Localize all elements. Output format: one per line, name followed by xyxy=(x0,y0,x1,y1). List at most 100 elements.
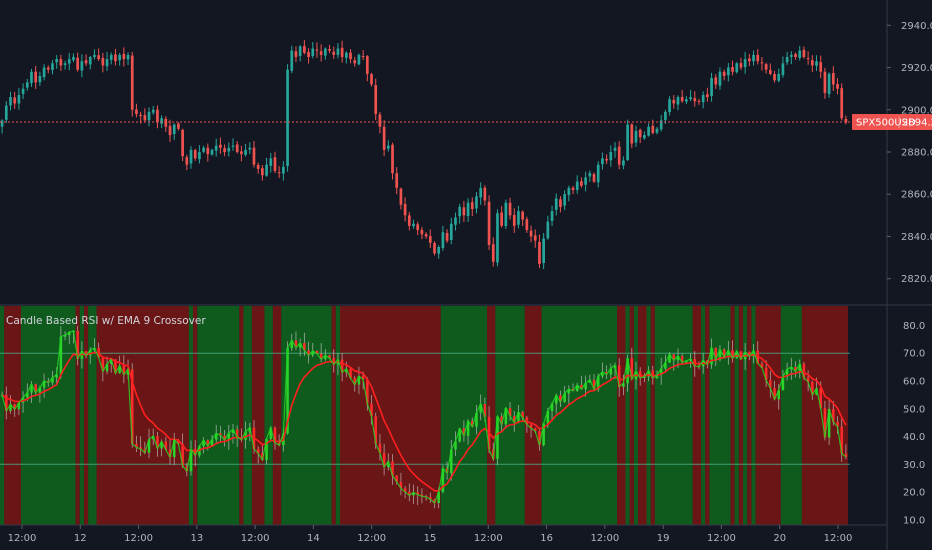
bearish-zone xyxy=(692,306,702,525)
rsi-down-candle xyxy=(429,496,432,500)
rsi-up-candle xyxy=(584,382,587,390)
bullish-candle xyxy=(109,54,113,60)
bearish-candle xyxy=(391,144,394,174)
bullish-zone xyxy=(780,306,802,525)
rsi-down-candle xyxy=(408,491,411,496)
bearish-candle xyxy=(135,109,138,114)
rsi-up-candle xyxy=(588,379,592,383)
rsi-down-candle xyxy=(395,475,398,482)
bearish-candle xyxy=(680,96,684,102)
rsi-up-candle xyxy=(412,492,415,496)
rsi-down-candle xyxy=(760,363,764,368)
rsi-indicator-title: Candle Based RSI w/ EMA 9 Crossover xyxy=(6,315,206,327)
bearish-zone xyxy=(331,306,336,525)
bearish-candle xyxy=(508,202,512,216)
rsi-down-candle xyxy=(181,443,184,466)
bullish-zone xyxy=(335,306,341,525)
bearish-candle xyxy=(349,52,352,60)
bearish-candle xyxy=(748,58,751,62)
rsi-up-candle xyxy=(475,412,478,427)
bearish-candle xyxy=(739,63,743,68)
rsi-up-candle xyxy=(542,423,545,446)
rsi-down-candle xyxy=(731,350,734,359)
bullish-candle xyxy=(118,54,121,61)
rsi-down-candle xyxy=(508,408,512,417)
rsi-down-candle xyxy=(617,365,621,387)
bullish-candle xyxy=(17,95,21,104)
bearish-candle xyxy=(445,232,449,241)
price-tick-label: 2860.0 xyxy=(901,190,932,201)
bullish-candle xyxy=(710,78,713,96)
bullish-candle xyxy=(601,158,604,165)
bearish-candle xyxy=(361,56,365,58)
bearish-candle xyxy=(122,53,126,60)
rsi-up-candle xyxy=(668,354,671,363)
rsi-down-candle xyxy=(794,366,797,372)
rsi-up-candle xyxy=(777,390,780,400)
rsi-up-candle xyxy=(244,431,247,440)
bearish-candle xyxy=(617,146,621,165)
bearish-candle xyxy=(487,201,491,245)
bearish-candle xyxy=(470,202,474,209)
time-tick-label: 12:00 xyxy=(241,533,270,544)
bullish-candle xyxy=(286,69,289,167)
rsi-up-candle xyxy=(298,342,302,348)
rsi-down-candle xyxy=(802,363,806,378)
rsi-down-candle xyxy=(420,494,424,497)
rsi-down-candle xyxy=(177,439,180,444)
rsi-up-candle xyxy=(785,369,789,377)
bullish-candle xyxy=(752,54,755,62)
rsi-up-candle xyxy=(827,409,831,438)
bullish-candle xyxy=(198,152,201,160)
bearish-candle xyxy=(651,125,655,133)
price-pane[interactable] xyxy=(0,39,850,270)
bearish-candle xyxy=(294,51,298,57)
bullish-zone xyxy=(646,306,651,525)
rsi-up-candle xyxy=(550,403,554,412)
price-tick-label: 2940.0 xyxy=(901,21,932,32)
rsi-down-candle xyxy=(294,340,298,348)
bullish-candle xyxy=(798,50,802,58)
rsi-down-candle xyxy=(34,384,37,393)
bearish-candle xyxy=(706,94,709,98)
rsi-up-candle xyxy=(172,439,176,458)
bearish-candle xyxy=(571,187,575,190)
bearish-candle xyxy=(407,215,411,226)
bearish-candle xyxy=(521,211,524,220)
rsi-down-candle xyxy=(844,453,848,457)
bearish-candle xyxy=(630,124,634,144)
rsi-down-candle xyxy=(764,367,768,381)
bullish-candle xyxy=(202,147,205,152)
rsi-down-candle xyxy=(672,354,676,361)
bearish-candle xyxy=(370,74,373,85)
bearish-candle xyxy=(261,168,264,176)
bearish-zone xyxy=(96,306,189,525)
rsi-pane[interactable] xyxy=(0,306,850,525)
bearish-candle xyxy=(693,98,697,102)
rsi-up-candle xyxy=(30,384,33,393)
bearish-candle xyxy=(181,129,184,157)
bearish-candle xyxy=(840,88,844,119)
rsi-down-candle xyxy=(680,355,684,363)
bearish-candle xyxy=(273,157,277,171)
bullish-candle xyxy=(613,147,617,151)
rsi-up-candle xyxy=(210,439,214,446)
last-price-tag xyxy=(852,114,932,131)
bullish-candle xyxy=(344,52,348,58)
rsi-up-candle xyxy=(231,429,235,433)
bearish-candle xyxy=(319,51,323,55)
rsi-down-candle xyxy=(114,359,117,374)
bullish-candle xyxy=(214,145,218,151)
time-tick-label: 12:00 xyxy=(8,533,37,544)
bullish-candle xyxy=(517,211,520,225)
rsi-up-candle xyxy=(63,335,67,337)
rsi-down-candle xyxy=(748,352,751,357)
bearish-candle xyxy=(592,174,596,182)
bearish-candle xyxy=(353,60,357,64)
rsi-down-candle xyxy=(416,492,419,495)
bullish-zone xyxy=(20,306,76,525)
rsi-up-candle xyxy=(601,371,604,377)
bullish-candle xyxy=(596,164,600,183)
rsi-down-candle xyxy=(374,416,377,444)
rsi-up-candle xyxy=(441,468,445,492)
